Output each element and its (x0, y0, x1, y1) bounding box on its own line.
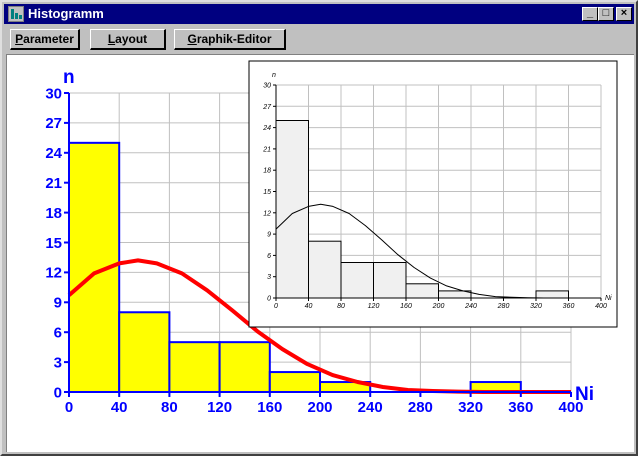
main-x-tick-label: 280 (408, 399, 433, 416)
inset-y-tick-label: 6 (267, 253, 271, 260)
main-x-tick-label: 80 (161, 399, 178, 416)
parameter-button[interactable]: Parameter (10, 29, 80, 50)
inset-x-tick-label: 80 (337, 303, 345, 310)
main-y-tick-label: 18 (45, 205, 62, 222)
main-x-tick-label: 240 (358, 399, 383, 416)
main-bar (168, 341, 221, 393)
maximize-button[interactable]: □ (598, 7, 614, 21)
inset-bar (405, 283, 439, 299)
main-y-tick-label: 9 (54, 295, 62, 312)
inset-y-tick-label: 24 (262, 125, 271, 132)
main-y-tick-label: 12 (45, 265, 62, 282)
inset-x-tick-label: 0 (274, 303, 278, 310)
main-x-tick-label: 40 (111, 399, 128, 416)
inset-y-tick-label: 21 (262, 146, 271, 153)
main-y-axis-label: n (63, 67, 75, 88)
toolbar: Parameter Layout Graphik-Editor (4, 26, 634, 52)
inset-bar (340, 262, 374, 299)
main-bar (218, 341, 271, 393)
main-y-tick-label: 24 (45, 145, 62, 162)
window-title: Histogramm (28, 6, 104, 21)
inset-y-tick-label: 27 (262, 104, 272, 111)
inset-y-tick-label: 0 (267, 295, 271, 302)
main-x-tick-label: 160 (257, 399, 282, 416)
layout-accelerator: L (107, 32, 116, 46)
chart-canvas: 0 3 6 9 12 15 18 21 24 27 30 0 40 80 120 160 200 240 280 32… (6, 54, 634, 452)
inset-x-tick-label: 400 (595, 303, 607, 310)
inset-bar (535, 290, 569, 299)
inset-y-tick-label: 3 (267, 274, 271, 281)
layout-label: ayout (115, 32, 148, 46)
inset-y-tick-label: 30 (263, 82, 271, 89)
main-x-tick-label: 120 (207, 399, 232, 416)
inset-x-axis-label: Ni (605, 295, 612, 302)
inset-y-tick-label: 9 (267, 232, 271, 239)
main-bar (268, 371, 321, 394)
main-y-tick-label: 21 (45, 175, 62, 192)
main-y-tick-label: 0 (54, 384, 62, 401)
inset-x-tick-label: 160 (400, 303, 412, 310)
close-button[interactable]: × (616, 7, 632, 21)
main-x-tick-label: 200 (307, 399, 332, 416)
inset-y-axis-label: n (272, 72, 276, 79)
main-x-tick-label: 360 (508, 399, 533, 416)
main-y-tick-label: 15 (45, 235, 62, 252)
inset-y-tick-label: 15 (263, 189, 271, 196)
inset-x-tick-label: 280 (497, 303, 510, 310)
inset-x-tick-label: 40 (305, 303, 313, 310)
inset-y-tick-label: 12 (263, 210, 271, 217)
minimize-button[interactable]: _ (582, 7, 598, 21)
inset-x-tick-label: 240 (464, 303, 477, 310)
main-x-tick-label: 400 (558, 399, 583, 416)
histogram-app-icon (8, 6, 24, 22)
parameter-label: arameter (23, 32, 74, 46)
inset-x-tick-label: 200 (432, 303, 445, 310)
main-y-tick-label: 27 (45, 115, 62, 132)
main-x-axis-label: Ni (575, 384, 594, 405)
main-y-tick-label: 30 (45, 85, 62, 102)
main-y-tick-label: 6 (54, 324, 62, 341)
graphik-accelerator: G (187, 32, 197, 46)
main-x-tick-label: 0 (65, 399, 73, 416)
main-x-tick-label: 320 (458, 399, 483, 416)
parameter-accelerator: P (15, 32, 24, 46)
inset-y-tick-label: 18 (263, 168, 271, 175)
inset-bar (275, 120, 309, 299)
inset-x-tick-label: 320 (530, 303, 542, 310)
inset-x-tick-label: 360 (563, 303, 575, 310)
inset-bar (373, 262, 407, 299)
main-y-tick-label: 3 (54, 354, 62, 371)
main-bar (118, 311, 171, 393)
layout-button[interactable]: Layout (90, 29, 166, 50)
inset-x-tick-label: 120 (368, 303, 380, 310)
graphik-editor-button[interactable]: Graphik-Editor (174, 29, 286, 50)
graphik-label: raphik-Editor (196, 32, 272, 46)
inset-chart-group: 0 3 6 9 12 15 18 21 24 27 30 0 40 80 120 160 200 240 280 32… (248, 60, 618, 328)
inset-bar (308, 240, 342, 299)
title-bar[interactable]: Histogramm _ □ × (4, 4, 634, 24)
